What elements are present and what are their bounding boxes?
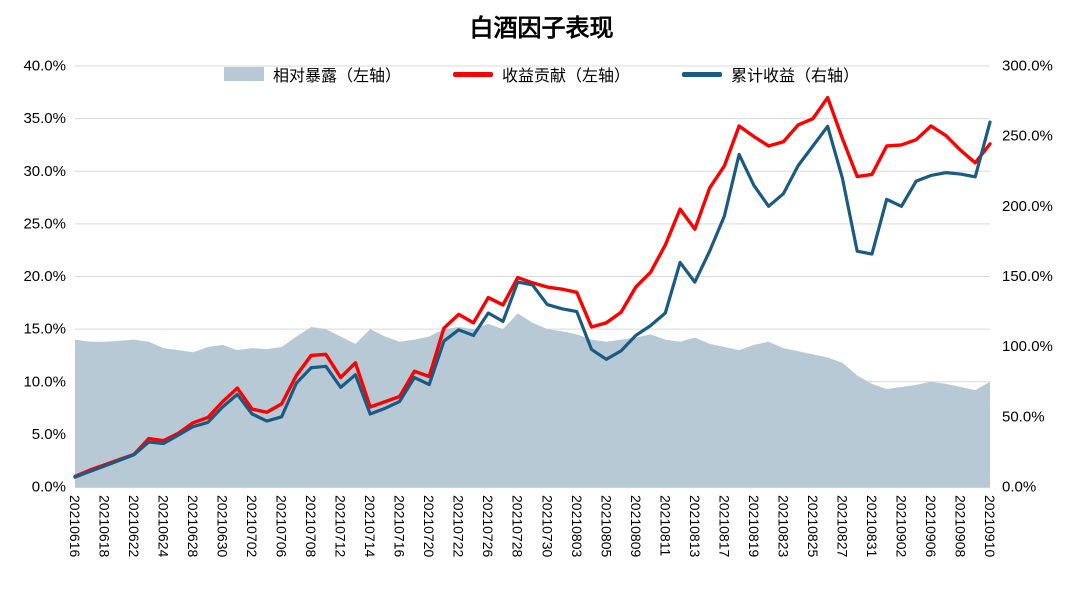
svg-text:10.0%: 10.0% — [23, 373, 66, 390]
svg-text:20210712: 20210712 — [333, 495, 349, 558]
svg-text:20210823: 20210823 — [775, 495, 791, 558]
svg-text:200.0%: 200.0% — [1002, 198, 1053, 215]
svg-text:20210728: 20210728 — [510, 495, 526, 558]
svg-text:0.0%: 0.0% — [1002, 479, 1036, 496]
svg-text:20210906: 20210906 — [923, 495, 939, 558]
legend-item-return-contribution: 收益贡献（左轴） — [452, 62, 630, 86]
svg-text:100.0%: 100.0% — [1002, 338, 1053, 355]
svg-text:20210910: 20210910 — [982, 495, 998, 558]
legend-label-return-contribution: 收益贡献（左轴） — [501, 68, 630, 85]
svg-text:20210624: 20210624 — [156, 495, 172, 558]
svg-text:35.0%: 35.0% — [23, 110, 66, 127]
svg-text:20210616: 20210616 — [67, 495, 83, 558]
svg-text:20210902: 20210902 — [893, 495, 909, 558]
svg-text:20210622: 20210622 — [126, 495, 142, 558]
svg-text:20210811: 20210811 — [657, 495, 673, 556]
svg-text:20210730: 20210730 — [539, 495, 555, 558]
red-line-swatch-icon — [452, 71, 493, 77]
svg-text:20210813: 20210813 — [687, 495, 703, 558]
svg-text:20210817: 20210817 — [716, 495, 732, 558]
svg-text:15.0%: 15.0% — [23, 321, 66, 338]
svg-text:20210630: 20210630 — [215, 495, 231, 558]
svg-text:20210827: 20210827 — [834, 495, 850, 558]
svg-text:20210831: 20210831 — [864, 495, 880, 558]
legend-label-cumulative-return: 累计收益（右轴） — [731, 68, 860, 85]
svg-text:20210908: 20210908 — [952, 495, 968, 558]
svg-text:20210803: 20210803 — [569, 495, 585, 558]
svg-text:300.0%: 300.0% — [1002, 58, 1053, 75]
svg-text:20210628: 20210628 — [185, 495, 201, 558]
svg-text:20210809: 20210809 — [628, 495, 644, 558]
svg-text:20210722: 20210722 — [451, 495, 467, 558]
svg-text:20210618: 20210618 — [97, 495, 113, 558]
svg-text:20210819: 20210819 — [746, 495, 762, 558]
svg-text:0.0%: 0.0% — [32, 479, 66, 496]
svg-text:20210720: 20210720 — [421, 495, 437, 558]
svg-text:20210726: 20210726 — [480, 495, 496, 558]
legend-item-cumulative-return: 累计收益（右轴） — [682, 62, 859, 86]
svg-text:20210716: 20210716 — [392, 495, 408, 558]
chart-title: 白酒因子表现 — [469, 15, 614, 42]
svg-text:20210805: 20210805 — [598, 495, 614, 558]
svg-text:250.0%: 250.0% — [1002, 128, 1053, 145]
svg-text:20210825: 20210825 — [805, 495, 821, 558]
area-swatch-icon — [223, 67, 264, 81]
svg-text:20210702: 20210702 — [244, 495, 260, 558]
legend-item-relative-exposure: 相对暴露（左轴） — [223, 62, 401, 86]
svg-text:25.0%: 25.0% — [23, 215, 66, 232]
svg-text:20210706: 20210706 — [274, 495, 290, 558]
svg-text:5.0%: 5.0% — [32, 426, 66, 443]
svg-text:30.0%: 30.0% — [23, 163, 66, 180]
svg-text:150.0%: 150.0% — [1002, 268, 1053, 285]
chart-legend: 相对暴露（左轴） 收益贡献（左轴） 累计收益（右轴） — [0, 62, 1083, 86]
svg-text:20.0%: 20.0% — [23, 268, 66, 285]
svg-text:50.0%: 50.0% — [1002, 408, 1045, 425]
blue-line-swatch-icon — [682, 71, 722, 77]
legend-label-relative-exposure: 相对暴露（左轴） — [272, 68, 401, 85]
svg-text:40.0%: 40.0% — [23, 58, 66, 75]
svg-text:20210714: 20210714 — [362, 495, 378, 558]
svg-text:20210708: 20210708 — [303, 495, 319, 558]
